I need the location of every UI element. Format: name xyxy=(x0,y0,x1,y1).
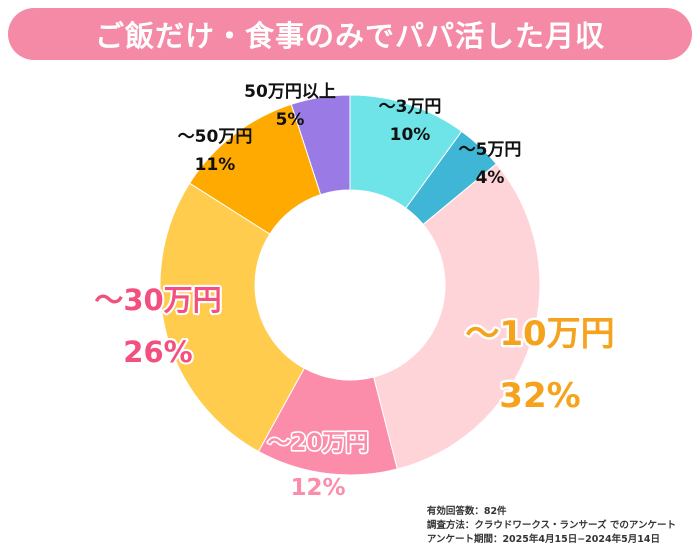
slice-percent-label: 12% xyxy=(290,475,345,501)
slice-category-label: ～20万円 xyxy=(267,430,368,456)
slice-category-label: ～50万円 xyxy=(178,127,253,147)
title-banner: ご飯だけ・食事のみでパパ活した月収 xyxy=(8,8,692,60)
donut-slice xyxy=(159,182,305,453)
slice-category-label: ～30万円 xyxy=(94,283,221,317)
slice-category-label: ～3万円 xyxy=(379,97,442,117)
footnote-method: 調査方法：クラウドワークス・ランサーズ でのアンケート xyxy=(426,520,676,531)
donut-slice xyxy=(373,163,541,470)
slice-category-label: 50万円以上 xyxy=(244,82,336,102)
slice-percent-label: 32% xyxy=(499,376,580,416)
footnote-period: アンケート期間：2025年4月15日−2024年5月14日 xyxy=(426,534,660,545)
footnote-respondents: 有効回答数：82件 xyxy=(426,506,507,517)
slice-percent-label: 4% xyxy=(476,168,505,188)
slice-percent-label: 11% xyxy=(195,155,236,175)
slice-category-label: ～5万円 xyxy=(459,140,522,160)
slice-percent-label: 10% xyxy=(390,125,431,145)
slice-percent-label: 26% xyxy=(123,335,192,369)
slice-category-label: ～10万円 xyxy=(465,314,614,354)
donut-slice xyxy=(290,94,351,196)
chart-title: ご飯だけ・食事のみでパパ活した月収 xyxy=(94,19,605,53)
slice-percent-label: 5% xyxy=(276,110,305,130)
survey-footnote: 有効回答数：82件 調査方法：クラウドワークス・ランサーズ でのアンケート アン… xyxy=(427,505,676,547)
